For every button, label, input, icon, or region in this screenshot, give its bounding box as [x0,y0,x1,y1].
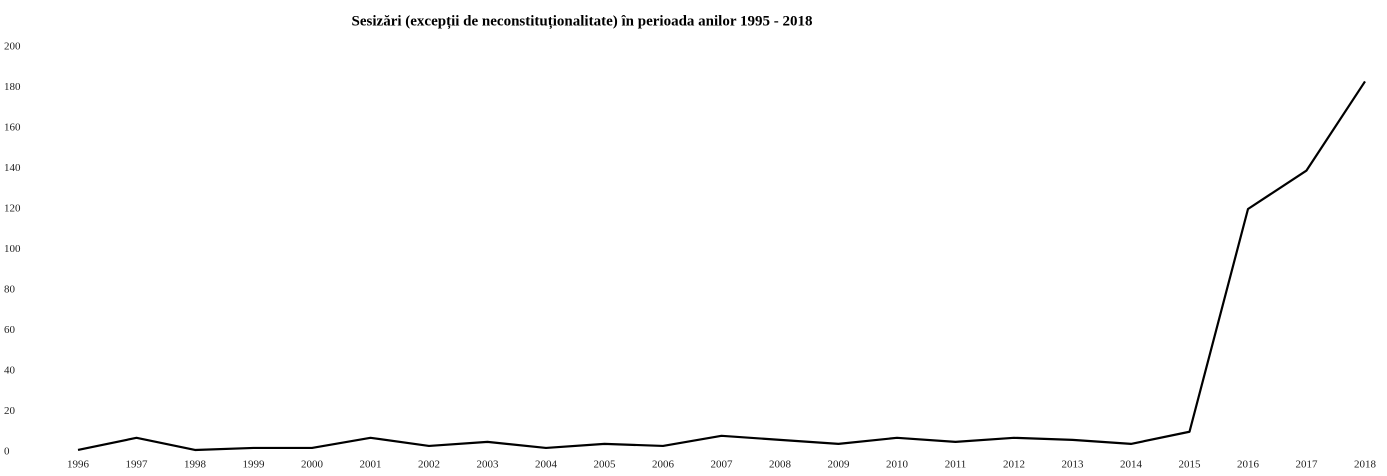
x-tick-label: 2004 [535,459,558,471]
x-tick-label: 2016 [1237,459,1260,471]
line [77,80,1366,452]
x-tick-label: 2015 [1179,459,1202,471]
x-tick-label: 2009 [828,459,851,471]
y-tick-label: 0 [4,446,10,458]
x-tick-label: 2005 [594,459,617,471]
y-tick-label: 20 [4,405,16,417]
y-tick-label: 80 [4,284,16,296]
y-tick-label: 60 [4,324,16,336]
x-tick-label: 1997 [126,459,149,471]
x-tick-label: 1996 [67,459,90,471]
y-tick-label: 180 [4,81,21,93]
x-tick-label: 2011 [945,459,967,471]
x-tick-label: 2006 [652,459,675,471]
y-tick-label: 120 [4,203,21,215]
x-tick-label: 2003 [477,459,500,471]
x-tick-label: 2014 [1120,459,1143,471]
x-tick-label: 2008 [769,459,792,471]
chart-title: Sesizări (excepții de neconstituționalit… [352,13,813,29]
y-tick-label: 40 [4,365,16,377]
x-tick-label: 2002 [418,459,440,471]
y-tick-label: 140 [4,162,21,174]
x-tick-label: 2007 [711,459,734,471]
y-tick-label: 200 [4,41,21,53]
x-tick-label: 1998 [184,459,207,471]
x-tick-label: 2013 [1062,459,1085,471]
x-tick-label: 2010 [886,459,909,471]
y-tick-label: 100 [4,243,21,255]
x-tick-label: 2000 [301,459,324,471]
x-tick-label: 2001 [360,459,382,471]
x-tick-label: 2018 [1354,459,1377,471]
y-tick-label: 160 [4,122,21,134]
x-tick-label: 2017 [1296,459,1319,471]
x-tick-label: 1999 [243,459,266,471]
x-tick-label: 2012 [1003,459,1025,471]
